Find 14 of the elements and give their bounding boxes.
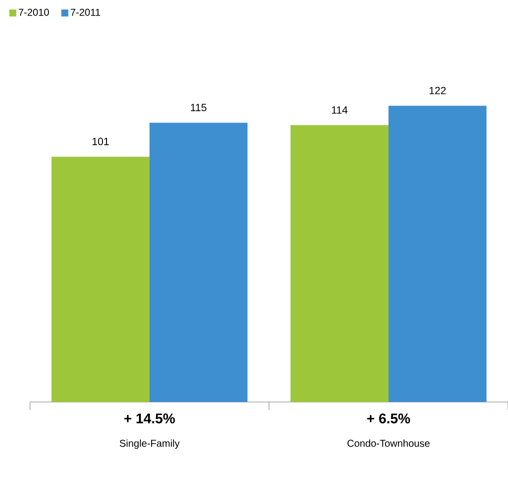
legend-label: 7-2010 [18,8,49,16]
data-label: 101 [92,138,109,146]
x-tick-label: Single-Family [120,440,180,449]
legend-label: 7-2011 [70,8,100,16]
data-label: 122 [430,86,446,94]
text: + 6.5% [367,414,410,424]
bar [52,156,150,402]
data-label: 115 [190,104,206,112]
bar [150,122,248,402]
data-label: 114 [332,106,348,114]
bar [290,125,389,402]
x-tick-label: Condo-Townhouse [347,440,430,447]
bar [388,106,486,402]
text: + 14.5% [124,414,175,424]
